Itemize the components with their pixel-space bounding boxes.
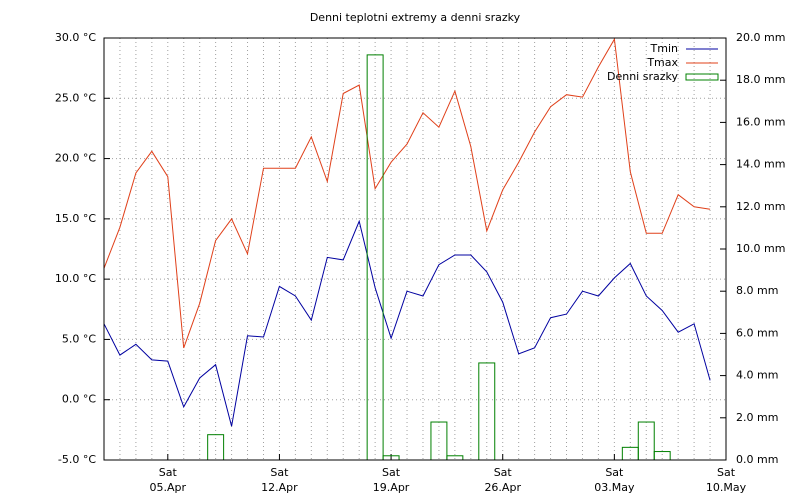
x-tick-label: 26.Apr [484,481,521,494]
x-tick-weekday: Sat [270,466,289,479]
x-tick-weekday: Sat [605,466,624,479]
x-tick-weekday: Sat [382,466,401,479]
legend-swatch [685,73,719,81]
x-tick-label: 19.Apr [373,481,410,494]
x-tick-label: 03.May [594,481,635,494]
x-tick-label: 12.Apr [261,481,298,494]
y2-tick-label: 20.0 mm [736,31,785,44]
x-tick-weekday: Sat [159,466,178,479]
y-tick-label: 15.0 °C [55,212,96,225]
y2-tick-label: 10.0 mm [736,242,785,255]
y2-tick-label: 2.0 mm [736,411,778,424]
bar [478,362,496,461]
legend-label: Denni srazky [607,70,678,83]
x-tick-label: 10.May [706,481,747,494]
x-tick-weekday: Sat [717,466,736,479]
legend-label: Tmin [650,42,678,55]
chart-title: Denni teplotni extremy a denni srazky [310,11,521,24]
y-tick-label: 5.0 °C [62,332,96,345]
line [103,37,711,349]
y-tick-label: 25.0 °C [55,91,96,104]
y-tick-label: 0.0 °C [62,393,96,406]
x-tick-label: 05.Apr [150,481,187,494]
line [103,219,711,427]
bar [446,455,464,461]
y2-tick-label: 0.0 mm [736,453,778,466]
y2-tick-label: 6.0 mm [736,326,778,339]
y-tick-label: 20.0 °C [55,152,96,165]
y-tick-label: -5.0 °C [58,453,96,466]
y2-tick-label: 14.0 mm [736,158,785,171]
y2-tick-label: 4.0 mm [736,369,778,382]
legend-label: Tmax [646,56,678,69]
y2-tick-label: 18.0 mm [736,73,785,86]
y-tick-label: 30.0 °C [55,31,96,44]
y-tick-label: 10.0 °C [55,272,96,285]
plot-frame [103,37,727,461]
y2-tick-label: 16.0 mm [736,115,785,128]
y2-tick-label: 8.0 mm [736,284,778,297]
y2-tick-label: 12.0 mm [736,200,785,213]
x-tick-weekday: Sat [494,466,513,479]
